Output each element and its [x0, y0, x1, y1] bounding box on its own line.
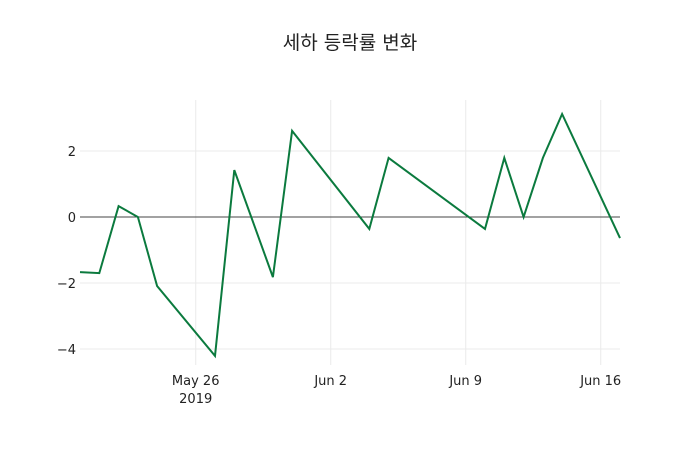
- x-tick-year-label: 2019: [179, 392, 212, 407]
- x-axis-ticks: May 26 2019 Jun 2 Jun 9 Jun 16: [172, 374, 621, 407]
- gridlines: [80, 100, 620, 365]
- y-tick-label: −2: [57, 277, 76, 292]
- x-tick-label: Jun 9: [448, 374, 482, 389]
- y-tick-label: 2: [68, 145, 76, 160]
- y-axis-ticks: 2 0 −2 −4: [57, 145, 76, 358]
- y-tick-label: −4: [57, 343, 76, 358]
- y-tick-label: 0: [68, 211, 76, 226]
- chart-title: 세하 등락률 변화: [282, 32, 418, 54]
- series-line: [79, 111, 621, 359]
- x-tick-label: May 26: [172, 374, 220, 389]
- x-tick-label: Jun 2: [313, 374, 347, 389]
- x-tick-label: Jun 16: [579, 374, 621, 389]
